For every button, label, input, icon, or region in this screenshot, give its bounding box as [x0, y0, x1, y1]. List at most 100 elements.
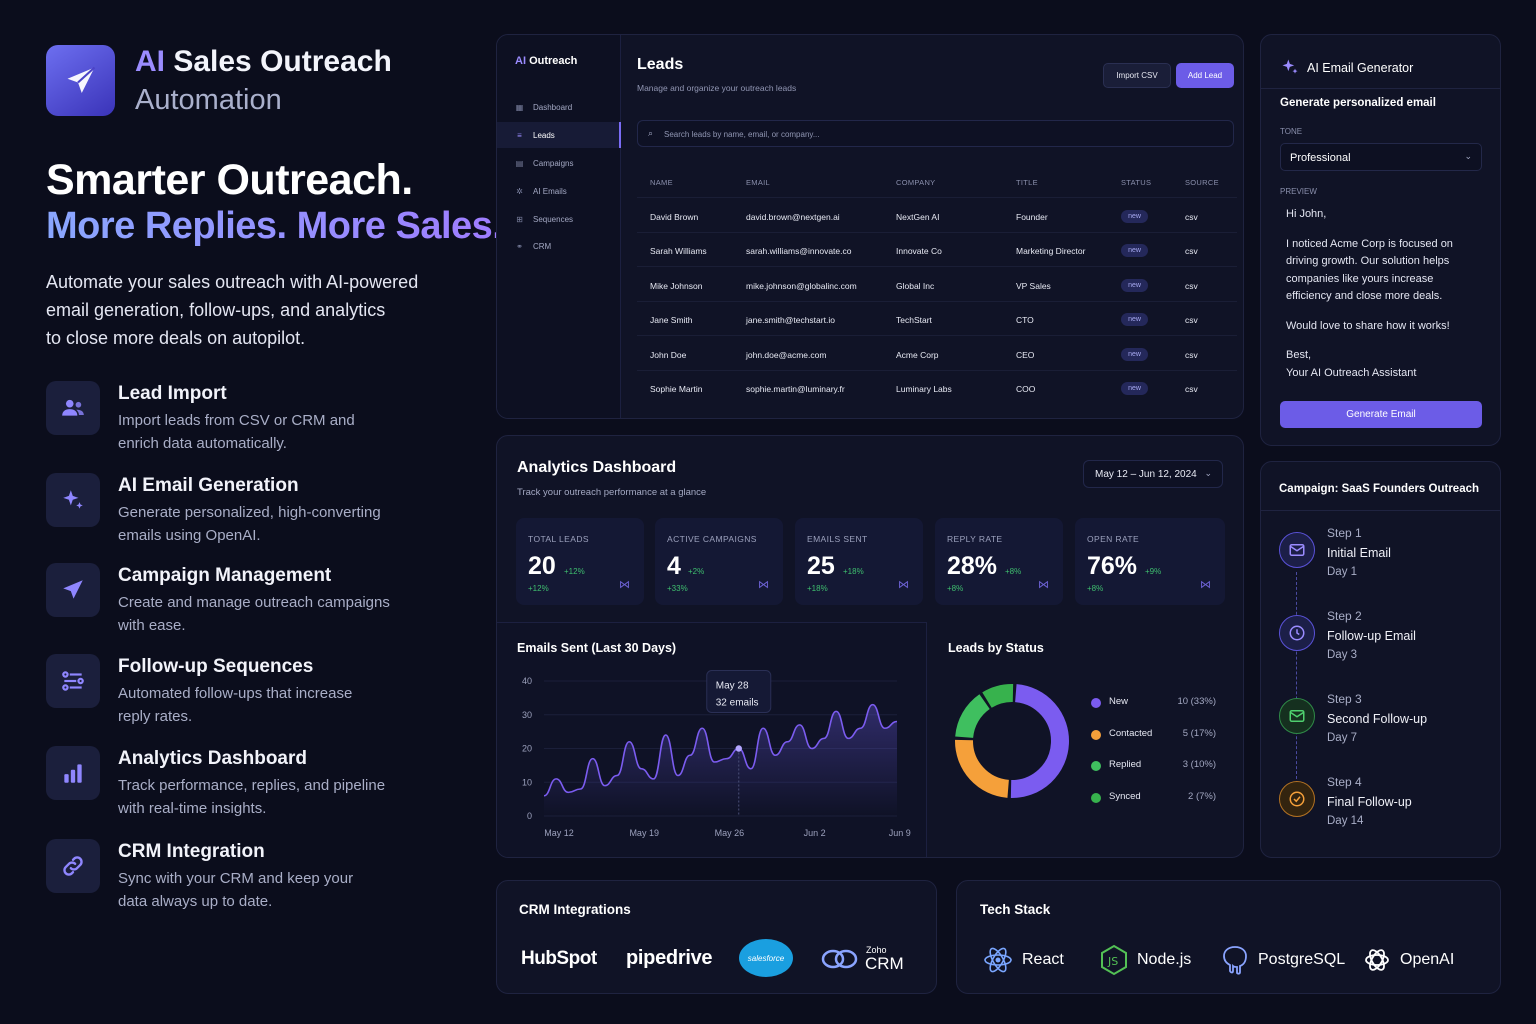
emails-sent-line-chart: 0 10 20 30 40 May 12 May 19 May 26 Jun 2 Jun 9 May… [522, 670, 911, 838]
generator-heading: Generate personalized email [1280, 97, 1436, 109]
link-icon: ⚭ [516, 241, 523, 251]
x-tick-label: May 12 [544, 828, 574, 838]
pipedrive-logo[interactable]: pipedrive [626, 947, 713, 969]
paper-plane-icon [67, 66, 95, 93]
salesforce-logo[interactable]: salesforce [739, 939, 793, 977]
donut-slice-contacted [955, 739, 1010, 798]
hubspot-logo[interactable]: HubSpot [521, 948, 597, 969]
analytics-title: Analytics Dashboard [517, 459, 677, 476]
add-lead-button[interactable]: Add Lead [1176, 63, 1234, 88]
tech-postgresql: PostgreSQL [1220, 944, 1345, 976]
sequence-step-1[interactable]: Step 1 Initial Email Day 1 [1279, 526, 1489, 596]
zoho-logo-mark [821, 949, 858, 969]
tooltip-value: 32 emails [716, 698, 759, 709]
stat-card-total-leads: TOTAL LEADS 20 +12% +12% ⋈ [516, 518, 644, 605]
line-chart-title: Emails Sent (Last 30 Days) [517, 641, 677, 655]
mail-icon [1279, 698, 1315, 734]
sidebar-item-dashboard[interactable]: ▦ Dashboard [515, 102, 573, 112]
sequence-step-2[interactable]: Step 2 Follow-up Email Day 3 [1279, 609, 1489, 679]
feature-sequences: Follow-up Sequences Automated follow-ups… [46, 654, 446, 744]
table-row[interactable]: David Brown david.brown@nextgen.ai NextGen… [637, 199, 1237, 233]
mail-icon [1279, 532, 1315, 568]
column-header-status[interactable]: STATUS [1121, 178, 1152, 187]
feature-campaign: Campaign Management Create and manage ou… [46, 563, 446, 653]
feature-desc: Track performance, replies, and pipeline… [118, 777, 386, 817]
tone-select[interactable]: Professional ⌄ [1280, 143, 1482, 171]
legend-swatch [1091, 761, 1101, 771]
tech-stack-panel: Tech Stack React JS Node.js PostgreSQL O… [956, 880, 1501, 994]
sparkle-icon [1282, 59, 1298, 74]
column-header-name[interactable]: NAME [650, 178, 673, 187]
legend-item-new: New 10 (33%) [1091, 696, 1216, 710]
stat-card-emails-sent: EMAILS SENT 25 +18% +18% ⋈ [795, 518, 923, 605]
sidebar-item-campaigns[interactable]: ▤ Campaigns [515, 158, 574, 168]
column-header-title[interactable]: TITLE [1016, 178, 1038, 187]
table-row[interactable]: Jane Smith jane.smith@techstart.io TechSta… [637, 302, 1237, 336]
stat-card-open-rate: OPEN RATE 76% +9% +8% ⋈ [1075, 518, 1225, 605]
sidebar-item-ai-emails[interactable]: ✲ AI Emails [516, 186, 567, 196]
feature-desc: Create and manage outreach campaigns with… [118, 594, 390, 634]
brand-title: AI Sales Outreach [135, 45, 392, 78]
x-tick-label: May 19 [629, 828, 659, 838]
sequence-step-4[interactable]: Step 4 Final Follow-up Day 14 [1279, 775, 1489, 845]
email-preview: Hi John, I noticed Acme Corp is focused … [1286, 208, 1453, 379]
sidebar-item-sequences[interactable]: ⊞ Sequences [516, 214, 574, 224]
sparkle-icon: ✲ [516, 186, 523, 196]
sequence-icon [46, 654, 100, 708]
sidebar-item-crm[interactable]: ⚭ CRM [516, 241, 552, 251]
column-header-company[interactable]: COMPANY [896, 178, 936, 187]
feature-desc: Automated follow-ups that increase reply … [118, 685, 353, 725]
generate-email-button[interactable]: Generate Email [1280, 401, 1482, 428]
crm-integrations-panel: CRM Integrations HubSpot pipedrive sales… [496, 880, 937, 994]
date-range-picker[interactable]: May 12 – Jun 12, 2024 ⌄ [1083, 460, 1223, 488]
list-icon: ≡ [517, 130, 522, 140]
column-header-email[interactable]: EMAIL [746, 178, 771, 187]
preview-label: PREVIEW [1280, 187, 1317, 196]
feature-title: Lead Import [118, 383, 227, 404]
x-tick-label: Jun 9 [889, 828, 911, 838]
zoho-crm-label: CRM [865, 954, 904, 973]
table-row[interactable]: John Doe john.doe@acme.com Acme Corp CEO new… [637, 337, 1237, 371]
app-logo [46, 45, 115, 116]
tech-react: React [982, 944, 1064, 976]
feature-title: CRM Integration [118, 841, 265, 862]
legend-item-replied: Replied 3 (10%) [1091, 759, 1216, 773]
tech-title: Tech Stack [980, 902, 1051, 917]
bar-chart-icon [46, 746, 100, 800]
feature-lead-import: Lead Import Import leads from CSV or CRM… [46, 381, 446, 471]
sidebar-item-leads[interactable]: ≡ Leads [497, 122, 621, 148]
link-icon [46, 839, 100, 893]
search-input[interactable]: ⌕ Search leads by name, email, or compan… [637, 120, 1234, 147]
feature-analytics: Analytics Dashboard Track performance, r… [46, 746, 446, 836]
status-badge: new [1121, 313, 1148, 326]
table-row[interactable]: Sophie Martin sophie.martin@luminary.fr Lu… [650, 382, 1198, 395]
table-row[interactable]: Mike Johnson mike.johnson@globalinc.com Gl… [637, 268, 1237, 302]
legend-item-contacted: Contacted 5 (17%) [1091, 728, 1216, 742]
generator-title: AI Email Generator [1307, 61, 1414, 75]
status-badge: new [1121, 210, 1148, 223]
sidebar-logo: AI Outreach [515, 55, 578, 67]
analytics-subtitle: Track your outreach performance at a gla… [517, 487, 707, 498]
table-row[interactable]: Sarah Williams sarah.williams@innovate.co… [637, 233, 1237, 267]
svg-text:JS: JS [1107, 955, 1118, 968]
y-tick-label: 40 [522, 676, 532, 686]
import-csv-button[interactable]: Import CSV [1103, 63, 1171, 88]
donut-slice-new [1010, 684, 1069, 798]
status-badge: new [1121, 244, 1148, 257]
legend-swatch [1091, 793, 1101, 803]
tone-label: TONE [1280, 127, 1303, 136]
tech-openai: OpenAI [1362, 944, 1454, 976]
clock-icon [1279, 615, 1315, 651]
sequence-step-3[interactable]: Step 3 Second Follow-up Day 7 [1279, 692, 1489, 762]
y-tick-label: 30 [522, 710, 532, 720]
feature-title: Follow-up Sequences [118, 656, 314, 677]
leads-app-window: AI Outreach ▦ Dashboard ≡ Leads ▤ Campaigns… [496, 34, 1244, 419]
feature-title: AI Email Generation [118, 475, 299, 496]
zoho-logo[interactable]: Zoho [866, 945, 887, 955]
tooltip-box [706, 670, 772, 713]
trend-icon: ⋈ [1038, 579, 1049, 591]
status-badge: new [1121, 348, 1148, 361]
feature-title: Campaign Management [118, 565, 332, 586]
postgresql-icon [1223, 946, 1247, 975]
column-header-source[interactable]: SOURCE [1185, 178, 1219, 187]
